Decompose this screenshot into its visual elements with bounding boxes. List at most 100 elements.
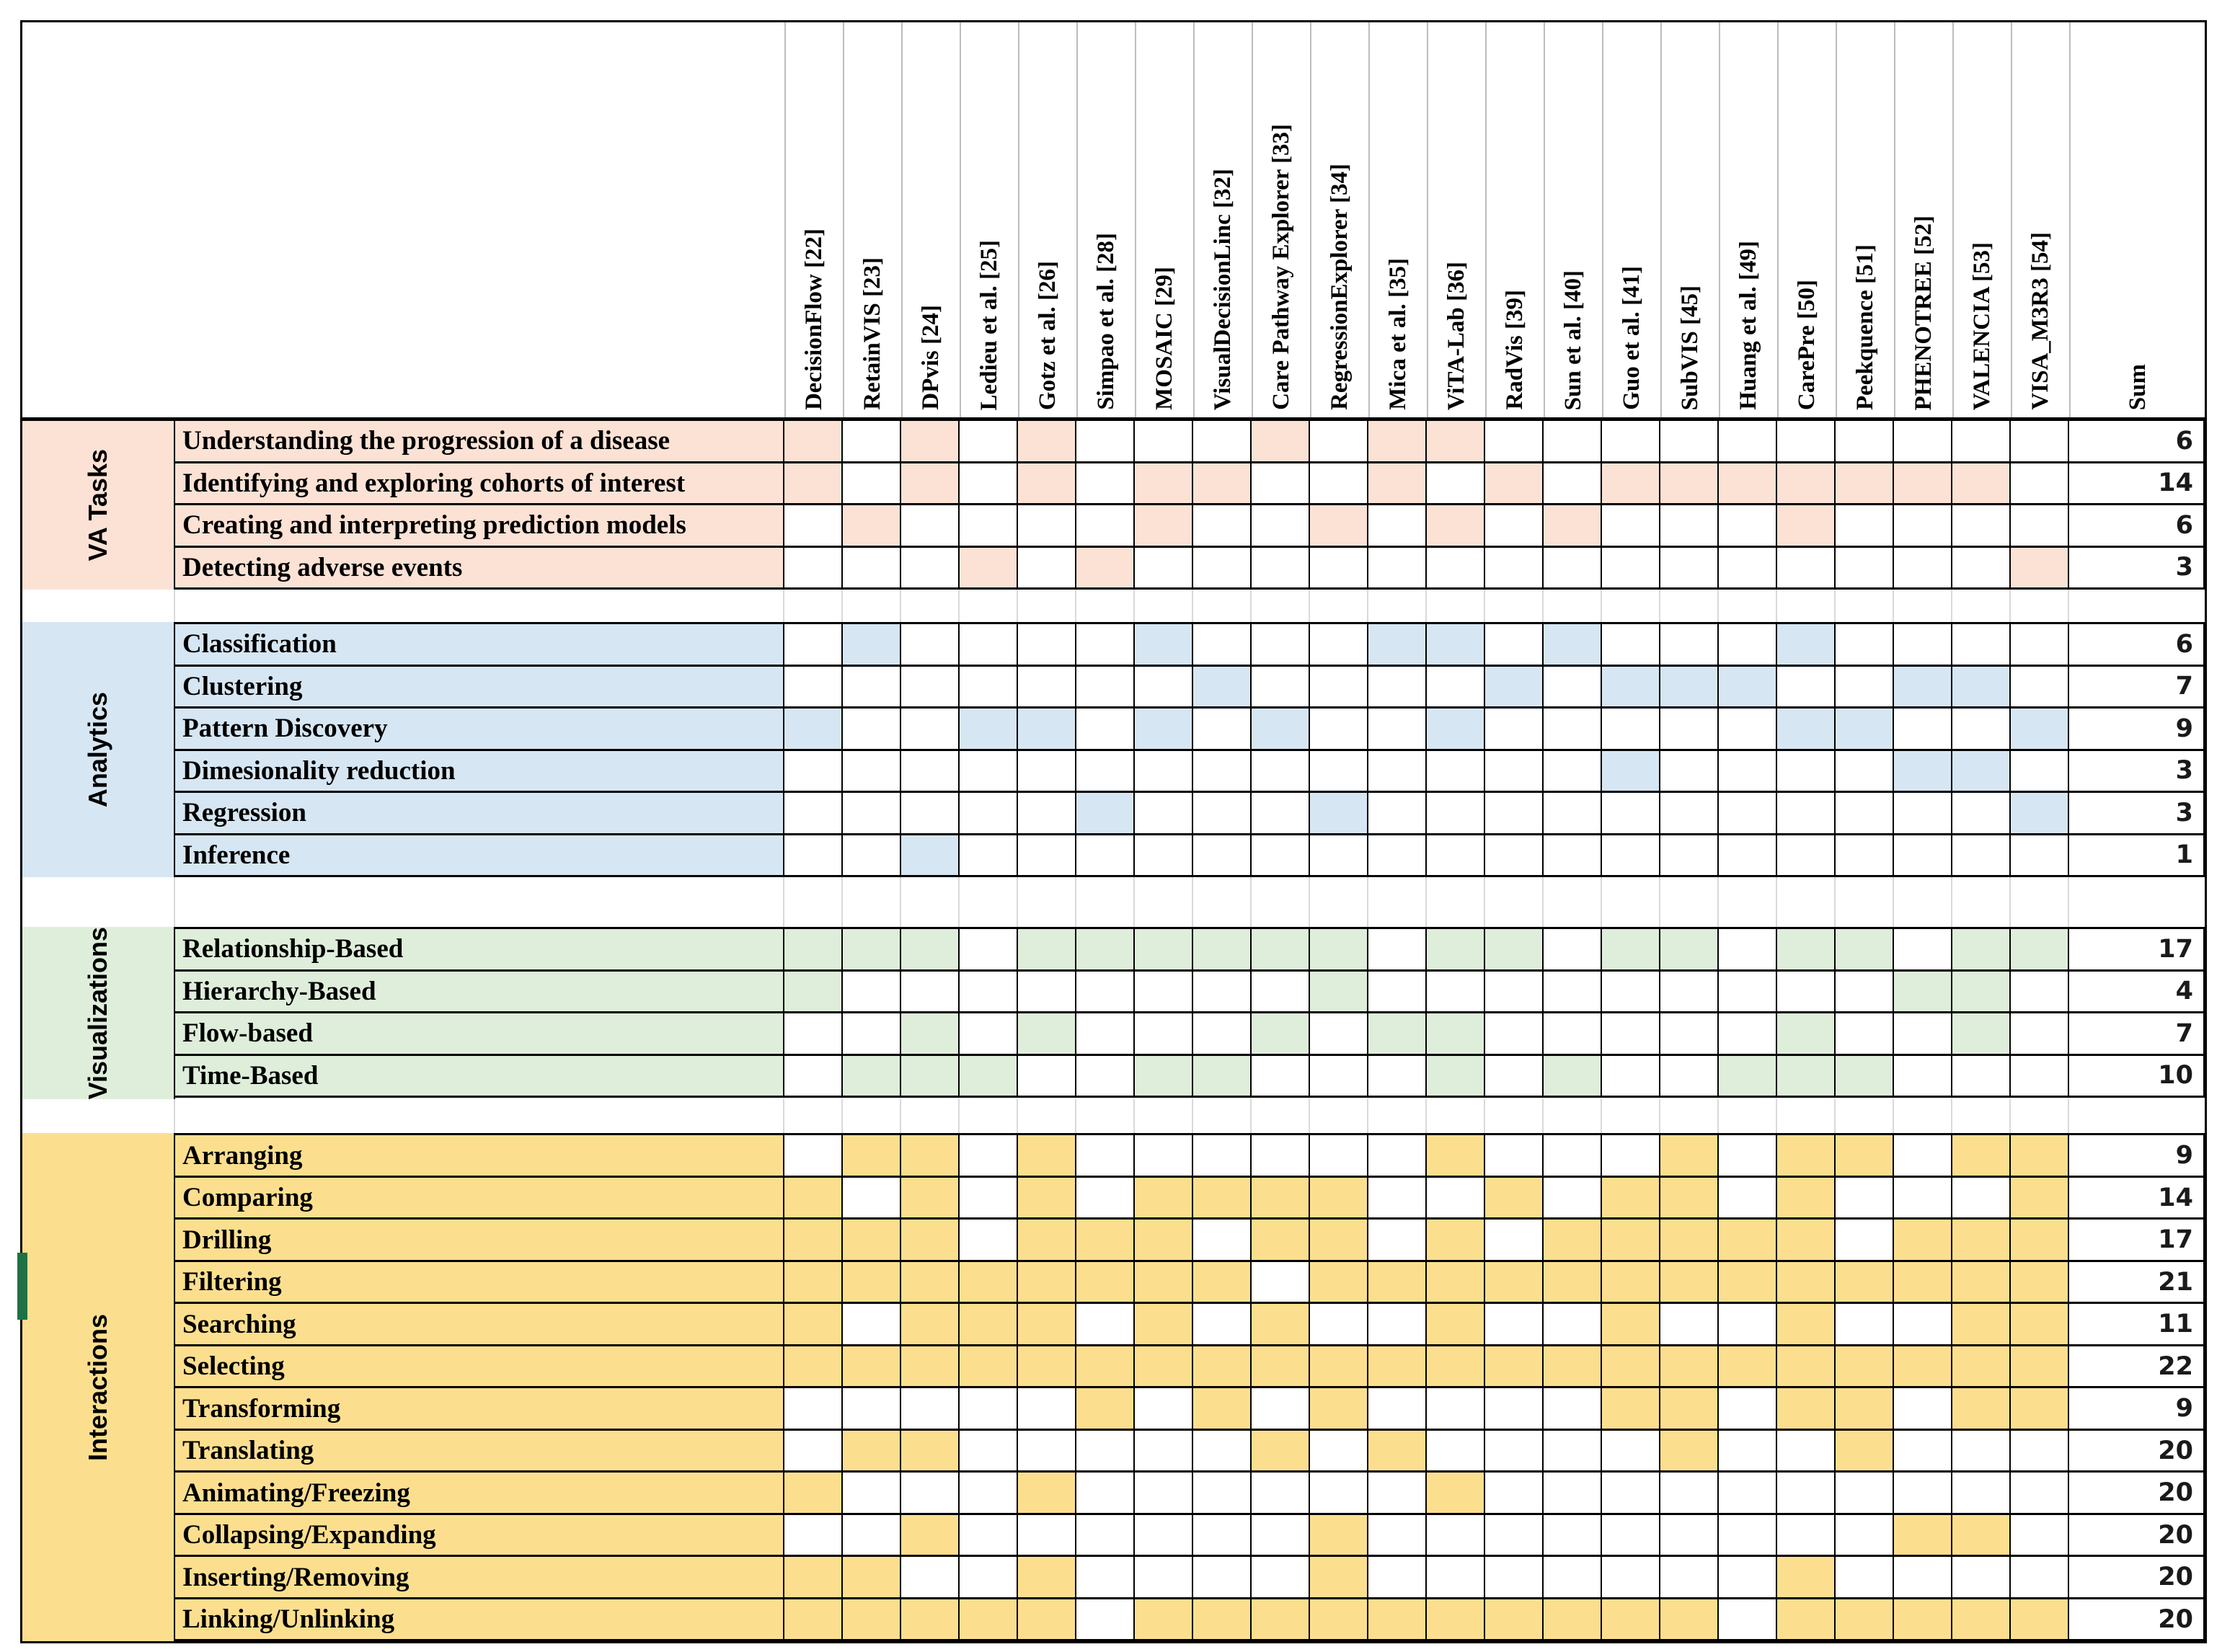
matrix-cell <box>1544 1304 1602 1346</box>
group-band-interactions: Interactions Arranging 9 Comparing 14 Drillin… <box>22 1133 2205 1642</box>
matrix-cell <box>1427 666 1485 709</box>
group-rows: Classification 6 Clustering 7 Pattern Discov… <box>175 622 2205 877</box>
matrix-cell <box>1076 1388 1135 1431</box>
matrix-cell <box>1952 1514 2011 1558</box>
matrix-cell <box>1252 1177 1310 1220</box>
matrix-cell <box>1544 709 1602 751</box>
gap-cell <box>1193 877 1252 927</box>
label-column-header-spacer <box>175 22 784 417</box>
matrix-cell <box>784 1473 843 1515</box>
matrix-cell <box>1018 421 1076 463</box>
matrix-cell <box>2011 793 2069 835</box>
row-label-cell: Hierarchy-Based <box>175 971 784 1013</box>
group-label: Visualizations <box>83 927 112 1100</box>
matrix-cell <box>1894 1013 1952 1056</box>
matrix-cell <box>1135 709 1193 751</box>
matrix-cell <box>1310 547 1368 590</box>
matrix-cell <box>1894 1557 1952 1599</box>
sum-value-cell: 17 <box>2069 1220 2205 1262</box>
matrix-cell <box>1076 547 1135 590</box>
matrix-cell <box>1135 793 1193 835</box>
matrix-cell <box>1836 1514 1894 1558</box>
matrix-cell <box>960 463 1018 505</box>
matrix-cell <box>1076 750 1135 793</box>
table-row: Linking/Unlinking 20 <box>175 1599 2205 1642</box>
gap-cell <box>22 1099 175 1134</box>
table-row: Arranging 9 <box>175 1135 2205 1178</box>
group-label-cell: Visualizations <box>22 927 175 1100</box>
matrix-cell <box>1952 1177 2011 1220</box>
matrix-cell <box>1310 421 1368 463</box>
matrix-cell <box>843 835 901 877</box>
matrix-cell <box>843 666 901 709</box>
matrix-cell <box>1544 1220 1602 1262</box>
matrix-cell <box>1602 1430 1660 1473</box>
matrix-cell <box>1836 1430 1894 1473</box>
matrix-cell <box>1544 421 1602 463</box>
matrix-cell <box>901 929 960 972</box>
gap-cell <box>1544 1099 1602 1134</box>
matrix-cell <box>1485 666 1544 709</box>
matrix-cell <box>1310 1220 1368 1262</box>
matrix-cell <box>1018 835 1076 877</box>
matrix-cell <box>1135 1599 1193 1642</box>
matrix-cell <box>1368 1055 1427 1098</box>
matrix-cell <box>1485 624 1544 667</box>
sum-value-cell: 3 <box>2069 793 2205 835</box>
sum-value: 14 <box>2158 1183 2193 1212</box>
group-label: Analytics <box>83 691 112 808</box>
matrix-cell <box>1952 1346 2011 1389</box>
matrix-cell <box>1836 1055 1894 1098</box>
column-header: VISA_M3R3 [54] <box>2011 22 2069 417</box>
matrix-cell <box>1777 1430 1836 1473</box>
matrix-cell <box>1018 1514 1076 1558</box>
matrix-cell <box>1018 1055 1076 1098</box>
matrix-cell <box>1894 1514 1952 1558</box>
row-label-cell: Time-Based <box>175 1055 784 1098</box>
matrix-cell <box>1310 709 1368 751</box>
matrix-cell <box>1602 1055 1660 1098</box>
matrix-cell <box>1836 624 1894 667</box>
matrix-cell <box>1135 1514 1193 1558</box>
column-header-label: Simpao et al. [28] <box>1093 233 1119 410</box>
matrix-cell <box>1894 1599 1952 1642</box>
matrix-cell <box>784 793 843 835</box>
matrix-cell <box>1076 1473 1135 1515</box>
matrix-cell <box>1193 709 1252 751</box>
matrix-cell <box>1602 709 1660 751</box>
matrix-cell <box>1310 1473 1368 1515</box>
matrix-cell <box>843 1430 901 1473</box>
matrix-cell <box>1076 1304 1135 1346</box>
gap-cell <box>1368 590 1427 622</box>
matrix-cell <box>1544 666 1602 709</box>
matrix-cell <box>1485 421 1544 463</box>
column-header-label: Care Pathway Explorer [33] <box>1268 124 1294 410</box>
matrix-cell <box>1952 1430 2011 1473</box>
row-label-cell: Inference <box>175 835 784 877</box>
sum-value-cell: 7 <box>2069 1013 2205 1056</box>
row-label: Detecting adverse events <box>182 552 463 582</box>
gap-cell <box>1427 1099 1485 1134</box>
matrix-cell <box>1952 624 2011 667</box>
matrix-cell <box>1252 666 1310 709</box>
matrix-cell <box>2011 1304 2069 1346</box>
group-label: VA Tasks <box>83 449 112 561</box>
group-gap-row <box>22 877 2205 927</box>
matrix-cell <box>1252 463 1310 505</box>
table-row: Clustering 7 <box>175 666 2205 709</box>
column-header-label: Sun et al. [40] <box>1560 270 1586 410</box>
matrix-cell <box>1836 1388 1894 1431</box>
sum-value-cell: 7 <box>2069 666 2205 709</box>
matrix-cell <box>1368 666 1427 709</box>
matrix-cell <box>1952 421 2011 463</box>
column-header-label: RadVis [39] <box>1502 290 1528 410</box>
matrix-cell <box>1544 1473 1602 1515</box>
matrix-cell <box>1836 1177 1894 1220</box>
matrix-cell <box>901 709 960 751</box>
gap-cell <box>1719 590 1777 622</box>
matrix-cell <box>1485 1261 1544 1305</box>
matrix-cell <box>1952 1261 2011 1305</box>
sum-value: 14 <box>2158 468 2193 498</box>
gap-cell <box>960 1099 1018 1134</box>
green-edge-marker <box>17 1253 27 1320</box>
